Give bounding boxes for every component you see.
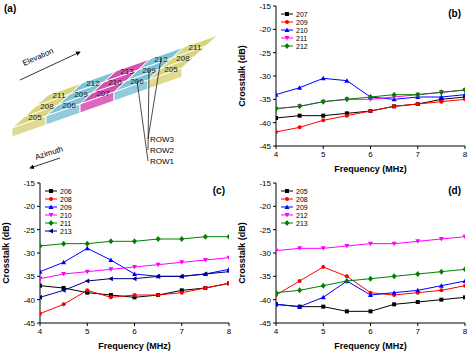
svg-text:205: 205 (164, 65, 178, 74)
svg-text:-25: -25 (259, 49, 271, 58)
svg-text:Elevation: Elevation (21, 46, 55, 68)
svg-text:8: 8 (463, 327, 468, 336)
svg-text:213: 213 (120, 67, 134, 76)
svg-text:-40: -40 (259, 296, 271, 305)
svg-text:205: 205 (28, 113, 42, 122)
svg-text:205: 205 (296, 188, 308, 195)
html-text:(d): (d) (448, 185, 461, 196)
svg-text:-20: -20 (259, 25, 271, 34)
svg-text:7: 7 (416, 150, 421, 159)
svg-text:-35: -35 (259, 95, 271, 104)
svg-text:Crosstalk (dB): Crosstalk (dB) (237, 45, 247, 107)
svg-text:209: 209 (74, 90, 88, 99)
svg-text:211: 211 (189, 43, 202, 52)
svg-text:Azimuth: Azimuth (34, 144, 64, 161)
svg-text:-20: -20 (259, 202, 271, 211)
svg-text:206: 206 (130, 76, 144, 86)
svg-text:208: 208 (296, 196, 308, 203)
svg-text:-25: -25 (23, 226, 35, 235)
svg-text:6: 6 (132, 327, 137, 336)
svg-text:211: 211 (60, 220, 71, 227)
svg-text:5: 5 (321, 150, 326, 159)
svg-text:210: 210 (108, 78, 122, 87)
svg-text:Frequency (MHz): Frequency (MHz) (334, 164, 407, 174)
svg-text:207: 207 (296, 11, 308, 18)
svg-text:Crosstalk (dB): Crosstalk (dB) (237, 222, 247, 284)
svg-text:208: 208 (60, 196, 72, 203)
svg-text:ROW1: ROW1 (150, 157, 175, 166)
svg-text:210: 210 (60, 212, 72, 219)
svg-text:209: 209 (296, 19, 308, 26)
svg-text:-30: -30 (23, 249, 35, 258)
svg-text:-40: -40 (259, 119, 271, 128)
html-text:(c): (c) (212, 185, 225, 196)
svg-text:211: 211 (53, 91, 66, 100)
svg-text:-25: -25 (259, 226, 271, 235)
svg-text:ROW3: ROW3 (150, 135, 175, 144)
svg-text:4: 4 (274, 150, 279, 159)
svg-text:209: 209 (296, 204, 308, 211)
svg-text:212: 212 (296, 43, 308, 50)
svg-text:-15: -15 (259, 2, 271, 11)
svg-text:208: 208 (40, 102, 54, 111)
svg-text:5: 5 (321, 327, 326, 336)
svg-text:Crosstalk (dB): Crosstalk (dB) (1, 222, 11, 284)
svg-text:212: 212 (86, 79, 100, 88)
svg-text:-35: -35 (259, 272, 271, 281)
svg-text:210: 210 (296, 27, 308, 34)
svg-text:7: 7 (416, 327, 421, 336)
svg-text:212: 212 (296, 212, 308, 219)
svg-text:ROW2: ROW2 (150, 146, 175, 155)
svg-text:8: 8 (463, 150, 468, 159)
svg-text:-45: -45 (259, 142, 271, 151)
svg-text:-15: -15 (259, 179, 271, 188)
svg-text:213: 213 (60, 228, 72, 235)
svg-text:4: 4 (274, 327, 279, 336)
svg-text:-30: -30 (259, 72, 271, 81)
svg-text:-45: -45 (23, 319, 35, 328)
svg-text:209: 209 (142, 65, 156, 75)
svg-text:-40: -40 (23, 296, 35, 305)
svg-text:207: 207 (96, 89, 110, 98)
svg-text:Frequency (MHz): Frequency (MHz) (98, 341, 171, 351)
html-text:(b): (b) (448, 8, 461, 19)
svg-text:4: 4 (38, 327, 43, 336)
svg-text:-20: -20 (23, 202, 35, 211)
svg-text:211: 211 (296, 35, 307, 42)
svg-text:Frequency (MHz): Frequency (MHz) (334, 341, 407, 351)
svg-text:5: 5 (85, 327, 90, 336)
svg-text:6: 6 (368, 150, 373, 159)
svg-text:6: 6 (368, 327, 373, 336)
svg-text:-45: -45 (259, 319, 271, 328)
svg-text:-30: -30 (259, 249, 271, 258)
svg-text:212: 212 (154, 54, 168, 64)
svg-text:209: 209 (60, 204, 72, 211)
svg-text:(a): (a) (4, 3, 16, 14)
svg-text:7: 7 (180, 327, 185, 336)
svg-text:208: 208 (176, 54, 190, 63)
svg-text:-35: -35 (23, 272, 35, 281)
svg-text:206: 206 (62, 101, 76, 110)
svg-text:8: 8 (227, 327, 232, 336)
svg-text:206: 206 (60, 188, 72, 195)
svg-text:213: 213 (296, 220, 308, 227)
svg-text:-15: -15 (23, 179, 35, 188)
